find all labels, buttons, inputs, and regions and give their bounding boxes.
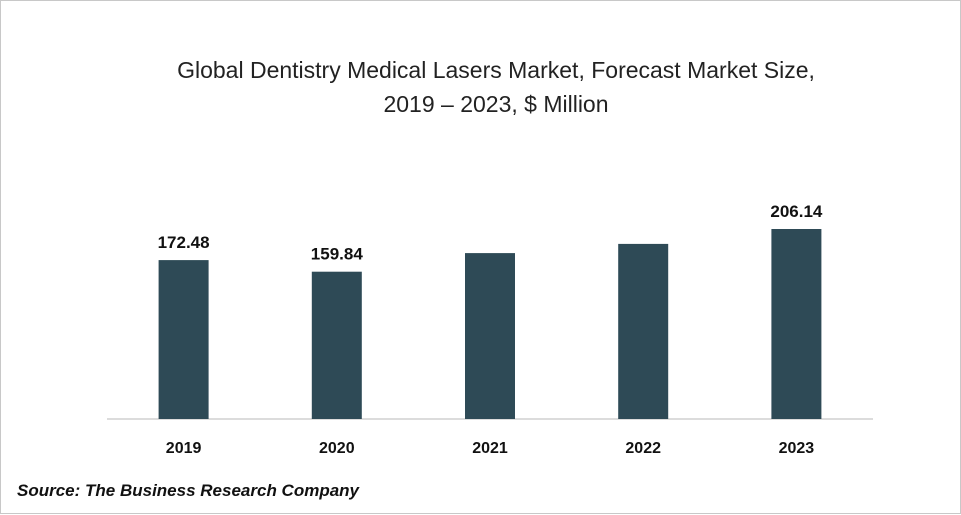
bar-2022 xyxy=(618,243,669,419)
x-tick-label-2023: 2023 xyxy=(779,440,815,457)
data-label-2019: 172.48 xyxy=(158,233,210,252)
chart-title-line-2: 2019 – 2023, $ Million xyxy=(383,91,609,117)
bar-2020 xyxy=(311,271,362,419)
data-label-2023: 206.14 xyxy=(770,202,823,221)
bar-2023 xyxy=(771,229,822,419)
bar-2019 xyxy=(158,260,209,419)
chart-title: Global Dentistry Medical Lasers Market, … xyxy=(101,53,891,121)
source-note: Source: The Business Research Company xyxy=(17,481,360,500)
bar-2021 xyxy=(465,253,515,419)
data-label-2020: 159.84 xyxy=(311,245,364,264)
x-tick-label-2020: 2020 xyxy=(319,440,355,457)
x-tick-label-2019: 2019 xyxy=(166,440,202,457)
x-tick-label-2021: 2021 xyxy=(472,440,508,457)
chart-title-line-1: Global Dentistry Medical Lasers Market, … xyxy=(177,57,815,83)
x-tick-label-2022: 2022 xyxy=(625,440,661,457)
